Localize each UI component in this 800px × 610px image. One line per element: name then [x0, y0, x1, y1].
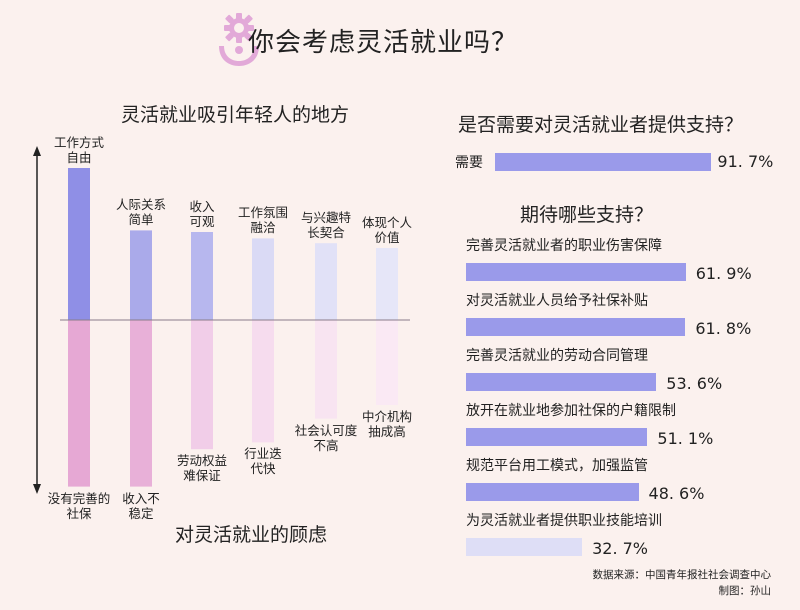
concern-bar: [315, 320, 337, 419]
attraction-label: 人际关系 简单: [115, 197, 166, 228]
need-title: 是否需要对灵活就业者提供支持？: [458, 114, 744, 136]
support-value: 53. 6%: [666, 374, 723, 393]
concern-label: 收入不 稳定: [122, 490, 160, 521]
credit-text: 制图：孙山: [718, 585, 772, 597]
support-label: 放开在就业地参加社保的户籍限制: [466, 403, 676, 419]
page-title: 你会考虑灵活就业吗？: [248, 28, 519, 58]
support-bar: [466, 538, 583, 556]
need-value: 91. 7%: [717, 152, 774, 171]
support-bar: [466, 263, 686, 281]
concern-bar: [191, 320, 213, 450]
attraction-label: 收入 可观: [189, 199, 215, 229]
support-value: 51. 1%: [657, 429, 714, 448]
support-value: 48. 6%: [648, 484, 705, 503]
concern-label: 中介机构 抽成高: [361, 409, 412, 439]
concern-bar: [68, 320, 90, 487]
support-value: 61. 8%: [695, 319, 752, 338]
source-text: 数据来源：中国青年报社社会调查中心: [592, 569, 772, 581]
attraction-bar: [252, 238, 274, 320]
concern-bar: [376, 320, 398, 405]
support-label: 为灵活就业者提供职业技能培训: [466, 513, 662, 529]
support-bar: [466, 373, 657, 391]
concern-label: 行业迭 代快: [244, 446, 282, 477]
attraction-bar: [130, 230, 152, 320]
support-value: 32. 7%: [592, 539, 648, 558]
left-bottom-title: 对灵活就业的顾虑: [175, 524, 328, 546]
support-bar: [466, 483, 639, 501]
concern-label: 社会认可度 不高: [294, 422, 358, 453]
concern-bar: [130, 320, 152, 487]
attraction-bar: [376, 248, 398, 320]
attraction-label: 体现个人 价值: [361, 215, 412, 245]
support-label: 对灵活就业人员给予社保补贴: [466, 293, 648, 309]
need-bar: [495, 153, 712, 171]
left-top-title: 灵活就业吸引年轻人的地方: [121, 104, 350, 126]
support-label: 规范平台用工模式，加强监管: [466, 458, 648, 474]
concern-label: 没有完善的 社保: [47, 490, 111, 521]
attraction-bar: [315, 243, 337, 320]
need-label: 需要: [455, 155, 483, 171]
support-value: 61. 9%: [695, 264, 752, 283]
attraction-label: 工作氛围 融洽: [237, 205, 288, 236]
expect-title: 期待哪些支持？: [520, 204, 654, 226]
concern-label: 劳动权益 难保证: [176, 453, 227, 484]
support-bar: [466, 428, 648, 446]
attraction-label: 与兴趣特 长契合: [300, 210, 351, 241]
attraction-bar: [191, 232, 213, 320]
support-label: 完善灵活就业的劳动合同管理: [466, 348, 648, 364]
attraction-bar: [68, 168, 90, 320]
support-label: 完善灵活就业者的职业伤害保障: [466, 238, 662, 254]
support-bar: [466, 318, 686, 336]
person-gear-icon: [219, 13, 259, 66]
attraction-label: 工作方式 自由: [53, 135, 104, 165]
concern-bar: [252, 320, 274, 443]
